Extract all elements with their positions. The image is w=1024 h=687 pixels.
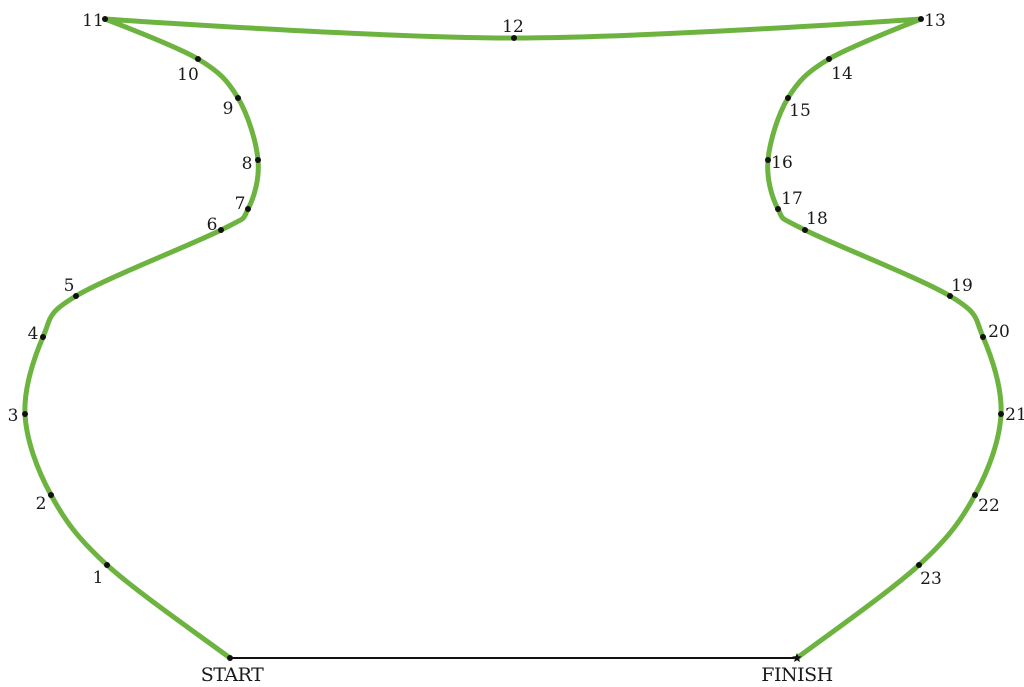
start-label: START [201, 664, 264, 686]
dot-label-7: 7 [235, 194, 246, 214]
dot-13 [918, 16, 924, 22]
dot-label-23: 23 [920, 569, 942, 589]
dot-label-10: 10 [177, 65, 199, 85]
dot-label-9: 9 [223, 99, 234, 119]
dot-label-6: 6 [207, 215, 218, 235]
start-dot [227, 655, 233, 661]
dot-label-17: 17 [781, 189, 803, 209]
dot-label-15: 15 [789, 101, 811, 121]
dot-1 [104, 562, 110, 568]
dot-label-21: 21 [1005, 405, 1024, 425]
dot-label-11: 11 [82, 11, 104, 31]
dot-20 [980, 334, 986, 340]
dot-18 [802, 227, 808, 233]
dot-19 [947, 293, 953, 299]
dot-22 [972, 492, 978, 498]
dot-11 [102, 16, 108, 22]
dot-label-14: 14 [831, 64, 853, 84]
dot-label-16: 16 [771, 153, 793, 173]
dot-16 [765, 157, 771, 163]
dot-10 [195, 56, 201, 62]
dot-label-13: 13 [924, 11, 946, 31]
dot-label-12: 12 [502, 17, 524, 37]
dot-8 [255, 157, 261, 163]
dot-label-2: 2 [36, 494, 47, 514]
dot-7 [245, 206, 251, 212]
dot-label-22: 22 [978, 496, 1000, 516]
dot-15 [785, 95, 791, 101]
dot-14 [826, 56, 832, 62]
dot-label-19: 19 [951, 276, 973, 296]
dot-label-3: 3 [8, 406, 19, 426]
dot-label-20: 20 [988, 322, 1010, 342]
dot-label-4: 4 [28, 324, 39, 344]
dots-layer [22, 16, 1004, 568]
dot-label-1: 1 [93, 568, 104, 588]
vase-outline-path [22, 16, 1004, 661]
dot-label-18: 18 [806, 209, 828, 229]
dot-label-5: 5 [64, 276, 75, 296]
dot-23 [916, 562, 922, 568]
dot-6 [218, 227, 224, 233]
dot-12 [511, 35, 517, 41]
dot-17 [775, 206, 781, 212]
dot-2 [48, 492, 54, 498]
dot-label-8: 8 [242, 154, 253, 174]
dot-21 [998, 411, 1004, 417]
dot-4 [40, 334, 46, 340]
finish-label: FINISH [761, 664, 832, 686]
finish-star-icon [792, 653, 802, 663]
dot-3 [22, 411, 28, 417]
dot-5 [73, 293, 79, 299]
dot-9 [235, 95, 241, 101]
